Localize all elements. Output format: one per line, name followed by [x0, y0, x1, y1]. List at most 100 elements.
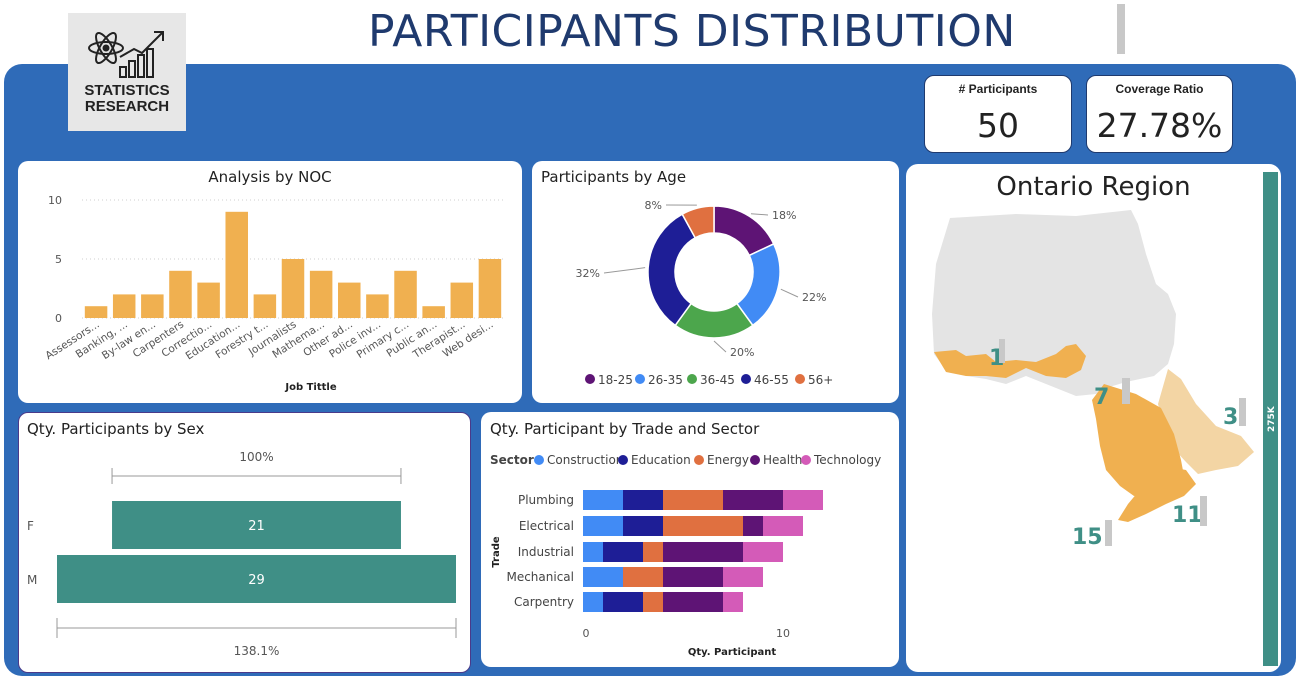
trade-bar-segment: [623, 516, 663, 536]
trade-ylabel: Trade: [491, 536, 502, 568]
kpi-participants-card[interactable]: # Participants 50: [924, 75, 1072, 153]
age-data-label: 18%: [772, 209, 796, 222]
sex-chart-title: Qty. Participants by Sex: [27, 420, 205, 438]
trade-legend-title: Sector: [490, 453, 534, 467]
noc-bar: [253, 294, 277, 318]
age-leader-line: [603, 267, 646, 274]
map-region-north: [932, 210, 1176, 396]
noc-bar: [112, 294, 136, 318]
sex-chart-card[interactable]: Qty. Participants by Sex 21 F 29 M 100% 138.1…: [18, 412, 471, 673]
age-data-label: 22%: [802, 291, 826, 304]
trade-bar-segment: [583, 516, 623, 536]
trade-bar-segment: [623, 567, 663, 587]
trade-xtick: 10: [776, 627, 790, 640]
noc-bar: [225, 211, 248, 318]
noc-bar: [197, 282, 220, 318]
noc-bar: [366, 294, 389, 318]
trade-xtick: 0: [583, 627, 590, 640]
trade-legend-marker: [618, 455, 628, 465]
trade-legend-marker: [801, 455, 811, 465]
sex-bottom-pct: 138.1%: [234, 644, 280, 658]
age-data-label: 8%: [645, 199, 662, 212]
map-color-scale: [1263, 172, 1278, 666]
trade-bar-segment: [663, 567, 723, 587]
trade-bar-segment: [643, 592, 663, 612]
map-card[interactable]: Ontario Region 1 7 3 15 11 275K: [906, 164, 1281, 672]
sex-bar-M: [57, 555, 456, 603]
trade-category-label: Electrical: [519, 519, 574, 533]
sex-chart: 21 F 29 M 100% 138.1%: [27, 450, 457, 658]
map-region-southwest: [1118, 464, 1196, 522]
trade-bar-segment: [663, 542, 743, 562]
ontario-map[interactable]: 1 7 3 15 11 275K: [906, 164, 1281, 672]
trade-bar-segment: [723, 490, 783, 510]
trade-category-label: Mechanical: [506, 570, 574, 584]
map-color-scale-label: 275K: [1267, 405, 1277, 432]
noc-bar: [141, 294, 164, 318]
trade-xlabel: Qty. Participant: [688, 647, 776, 658]
trade-bar-segment: [743, 542, 783, 562]
trade-bar-segment: [583, 542, 603, 562]
map-title: Ontario Region: [996, 172, 1191, 202]
trade-category-label: Industrial: [518, 545, 574, 559]
trade-legend-label: Technology: [813, 453, 881, 467]
noc-ytick: 10: [48, 194, 62, 207]
trade-bar-segment: [763, 516, 803, 536]
trade-bar-segment: [783, 490, 823, 510]
age-legend-label: 56+: [808, 373, 833, 387]
trade-bar-segment: [583, 592, 603, 612]
sex-category-label: M: [27, 573, 37, 587]
map-region-northwest: [934, 344, 1086, 378]
age-chart-card[interactable]: Participants by Age 18% 22% 20% 32% 8% 18-25 2…: [532, 161, 899, 403]
noc-bar: [422, 306, 445, 318]
sex-category-label: F: [27, 519, 34, 533]
trade-chart-card[interactable]: Qty. Participant by Trade and Sector Sec…: [481, 412, 899, 667]
kpi-participants-value: 50: [977, 106, 1019, 145]
logo-line2: RESEARCH: [84, 98, 170, 115]
trade-legend-label: Health: [763, 453, 802, 467]
map-label-east: 3: [1223, 405, 1238, 430]
trade-bar-segment: [583, 567, 623, 587]
noc-bar: [478, 259, 502, 318]
trade-bar-segment: [603, 592, 643, 612]
trade-bar-segment: [743, 516, 763, 536]
trade-legend-marker: [694, 455, 704, 465]
trade-category-label: Carpentry: [514, 595, 574, 609]
atom-chart-icon: [88, 31, 164, 78]
trade-bar-segment: [583, 490, 623, 510]
noc-bar: [450, 282, 474, 318]
age-leader-line: [780, 288, 799, 298]
noc-xlabel: Job Tittle: [284, 382, 336, 393]
map-label-north: 7: [1094, 385, 1109, 410]
logo-line1: STATISTICS: [84, 82, 170, 99]
noc-bar: [281, 259, 305, 318]
page-title: PARTICIPANTS DISTRIBUTION: [368, 6, 1016, 57]
age-legend-label: 36-45: [700, 373, 735, 387]
noc-bar: [309, 270, 333, 318]
noc-chart-title: Analysis by NOC: [208, 168, 332, 186]
noc-bar: [394, 270, 417, 318]
map-label-southwest: 15: [1072, 525, 1103, 550]
age-legend-label: 26-35: [648, 373, 683, 387]
sex-top-pct: 100%: [239, 450, 273, 464]
noc-bar: [84, 306, 108, 318]
age-legend-label: 46-55: [754, 373, 789, 387]
title-decoration: [1117, 4, 1125, 54]
age-legend-marker: [741, 374, 751, 384]
noc-chart-card[interactable]: Analysis by NOC 0 5 10 Assessors... Banking,…: [18, 161, 522, 403]
noc-bar: [338, 282, 361, 318]
noc-bar: [169, 270, 192, 318]
kpi-coverage-label: Coverage Ratio: [1115, 82, 1204, 96]
trade-chart-title: Qty. Participant by Trade and Sector: [490, 420, 760, 438]
age-leader-line: [713, 340, 727, 353]
trade-legend-label: Construction: [547, 453, 623, 467]
trade-bar-segment: [663, 592, 723, 612]
trade-bar-segment: [663, 516, 743, 536]
age-chart-title: Participants by Age: [541, 168, 687, 186]
trade-legend-marker: [534, 455, 544, 465]
age-legend-label: 18-25: [598, 373, 633, 387]
kpi-coverage-card[interactable]: Coverage Ratio 27.78%: [1086, 75, 1233, 153]
kpi-coverage-value: 27.78%: [1096, 106, 1223, 145]
trade-legend-label: Education: [631, 453, 691, 467]
